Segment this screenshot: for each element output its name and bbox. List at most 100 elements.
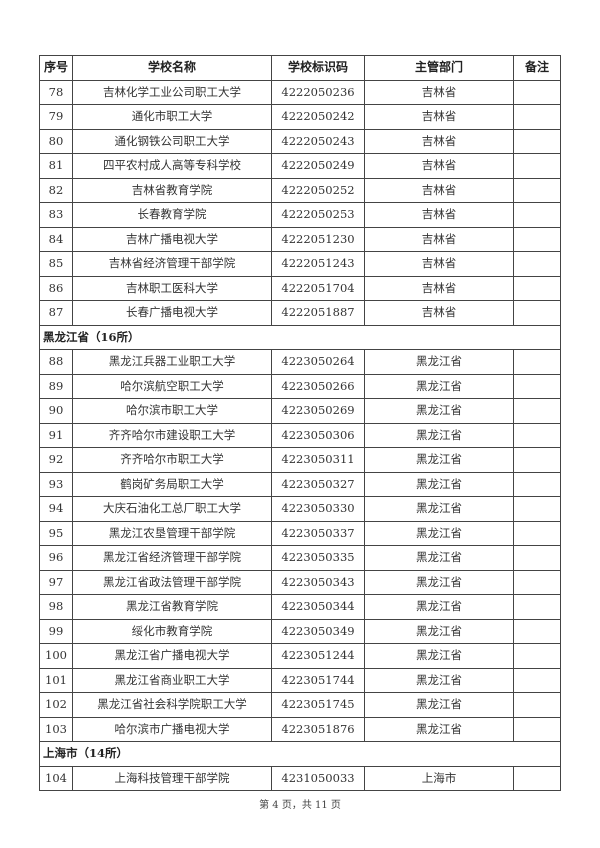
cell-index: 83 bbox=[39, 202, 73, 228]
cell-school-code: 4223050306 bbox=[271, 422, 365, 448]
table-row: 99 绥化市教育学院 4223050349 黑龙江省 bbox=[39, 618, 561, 644]
cell-school-code: 4222050253 bbox=[271, 202, 365, 228]
cell-department: 黑龙江省 bbox=[364, 594, 514, 620]
cell-school-name: 黑龙江省社会科学院职工大学 bbox=[72, 692, 272, 718]
cell-school-code: 4222051230 bbox=[271, 226, 365, 252]
cell-index: 94 bbox=[39, 496, 73, 522]
cell-remarks bbox=[513, 594, 561, 620]
cell-school-code: 4231050033 bbox=[271, 765, 365, 791]
cell-department: 吉林省 bbox=[364, 275, 514, 301]
cell-school-name: 通化市职工大学 bbox=[72, 104, 272, 130]
cell-index: 85 bbox=[39, 251, 73, 277]
cell-remarks bbox=[513, 226, 561, 252]
cell-remarks bbox=[513, 153, 561, 179]
cell-remarks bbox=[513, 79, 561, 105]
table-row: 79 通化市职工大学 4222050242 吉林省 bbox=[39, 104, 561, 130]
cell-remarks bbox=[513, 251, 561, 277]
cell-school-name: 吉林省经济管理干部学院 bbox=[72, 251, 272, 277]
cell-department: 吉林省 bbox=[364, 251, 514, 277]
table-row: 100 黑龙江省广播电视大学 4223051244 黑龙江省 bbox=[39, 643, 561, 669]
table-row: 102 黑龙江省社会科学院职工大学 4223051745 黑龙江省 bbox=[39, 692, 561, 718]
cell-school-code: 4223050264 bbox=[271, 349, 365, 375]
cell-index: 84 bbox=[39, 226, 73, 252]
table-row: 81 四平农村成人高等专科学校 4222050249 吉林省 bbox=[39, 153, 561, 179]
header-remarks: 备注 bbox=[513, 55, 561, 81]
cell-department: 黑龙江省 bbox=[364, 667, 514, 693]
cell-index: 103 bbox=[39, 716, 73, 742]
cell-school-name: 长春广播电视大学 bbox=[72, 300, 272, 326]
cell-remarks bbox=[513, 471, 561, 497]
cell-index: 78 bbox=[39, 79, 73, 105]
cell-remarks bbox=[513, 128, 561, 154]
table-row: 80 通化钢铁公司职工大学 4222050243 吉林省 bbox=[39, 128, 561, 154]
cell-school-name: 黑龙江兵器工业职工大学 bbox=[72, 349, 272, 375]
cell-remarks bbox=[513, 422, 561, 448]
cell-school-code: 4223051876 bbox=[271, 716, 365, 742]
table-row: 90 哈尔滨市职工大学 4223050269 黑龙江省 bbox=[39, 398, 561, 424]
cell-index: 80 bbox=[39, 128, 73, 154]
cell-index: 79 bbox=[39, 104, 73, 130]
cell-department: 吉林省 bbox=[364, 300, 514, 326]
cell-school-name: 吉林广播电视大学 bbox=[72, 226, 272, 252]
cell-index: 88 bbox=[39, 349, 73, 375]
cell-school-name: 长春教育学院 bbox=[72, 202, 272, 228]
header-row: 序号 学校名称 学校标识码 主管部门 备注 bbox=[39, 55, 561, 81]
cell-school-name: 哈尔滨市广播电视大学 bbox=[72, 716, 272, 742]
cell-index: 101 bbox=[39, 667, 73, 693]
cell-department: 黑龙江省 bbox=[364, 545, 514, 571]
table-row: 89 哈尔滨航空职工大学 4223050266 黑龙江省 bbox=[39, 373, 561, 399]
cell-department: 黑龙江省 bbox=[364, 618, 514, 644]
cell-school-code: 4222051243 bbox=[271, 251, 365, 277]
cell-school-name: 大庆石油化工总厂职工大学 bbox=[72, 496, 272, 522]
cell-department: 吉林省 bbox=[364, 153, 514, 179]
cell-index: 102 bbox=[39, 692, 73, 718]
cell-index: 98 bbox=[39, 594, 73, 620]
cell-remarks bbox=[513, 275, 561, 301]
cell-index: 99 bbox=[39, 618, 73, 644]
cell-school-code: 4223051244 bbox=[271, 643, 365, 669]
cell-remarks bbox=[513, 765, 561, 791]
cell-remarks bbox=[513, 202, 561, 228]
cell-remarks bbox=[513, 643, 561, 669]
table-row: 88 黑龙江兵器工业职工大学 4223050264 黑龙江省 bbox=[39, 349, 561, 375]
table-row: 95 黑龙江农垦管理干部学院 4223050337 黑龙江省 bbox=[39, 520, 561, 546]
cell-school-name: 吉林化学工业公司职工大学 bbox=[72, 79, 272, 105]
cell-index: 87 bbox=[39, 300, 73, 326]
cell-remarks bbox=[513, 177, 561, 203]
cell-school-name: 哈尔滨航空职工大学 bbox=[72, 373, 272, 399]
cell-remarks bbox=[513, 692, 561, 718]
table-row: 84 吉林广播电视大学 4222051230 吉林省 bbox=[39, 226, 561, 252]
group-row: 上海市（14所） bbox=[39, 741, 561, 767]
cell-remarks bbox=[513, 447, 561, 473]
cell-index: 96 bbox=[39, 545, 73, 571]
cell-school-name: 黑龙江农垦管理干部学院 bbox=[72, 520, 272, 546]
cell-department: 黑龙江省 bbox=[364, 422, 514, 448]
cell-index: 82 bbox=[39, 177, 73, 203]
cell-remarks bbox=[513, 349, 561, 375]
cell-school-code: 4222050243 bbox=[271, 128, 365, 154]
cell-school-code: 4223050327 bbox=[271, 471, 365, 497]
cell-department: 黑龙江省 bbox=[364, 520, 514, 546]
cell-remarks bbox=[513, 667, 561, 693]
cell-department: 黑龙江省 bbox=[364, 471, 514, 497]
table-row: 94 大庆石油化工总厂职工大学 4223050330 黑龙江省 bbox=[39, 496, 561, 522]
header-school-name: 学校名称 bbox=[72, 55, 272, 81]
page-footer: 第 4 页，共 11 页 bbox=[259, 800, 341, 811]
cell-school-code: 4223050266 bbox=[271, 373, 365, 399]
cell-school-code: 4223051744 bbox=[271, 667, 365, 693]
cell-school-code: 4223050343 bbox=[271, 569, 365, 595]
cell-school-name: 齐齐哈尔市职工大学 bbox=[72, 447, 272, 473]
table-row: 85 吉林省经济管理干部学院 4222051243 吉林省 bbox=[39, 251, 561, 277]
table-row: 93 鹤岗矿务局职工大学 4223050327 黑龙江省 bbox=[39, 471, 561, 497]
header-index: 序号 bbox=[39, 55, 73, 81]
group-label: 上海市（14所） bbox=[39, 741, 561, 767]
cell-index: 92 bbox=[39, 447, 73, 473]
cell-school-code: 4223050349 bbox=[271, 618, 365, 644]
table-row: 101 黑龙江省商业职工大学 4223051744 黑龙江省 bbox=[39, 667, 561, 693]
cell-index: 90 bbox=[39, 398, 73, 424]
cell-school-name: 吉林省教育学院 bbox=[72, 177, 272, 203]
table-row: 78 吉林化学工业公司职工大学 4222050236 吉林省 bbox=[39, 79, 561, 105]
table-row: 86 吉林职工医科大学 4222051704 吉林省 bbox=[39, 275, 561, 301]
table-row: 96 黑龙江省经济管理干部学院 4223050335 黑龙江省 bbox=[39, 545, 561, 571]
cell-index: 89 bbox=[39, 373, 73, 399]
